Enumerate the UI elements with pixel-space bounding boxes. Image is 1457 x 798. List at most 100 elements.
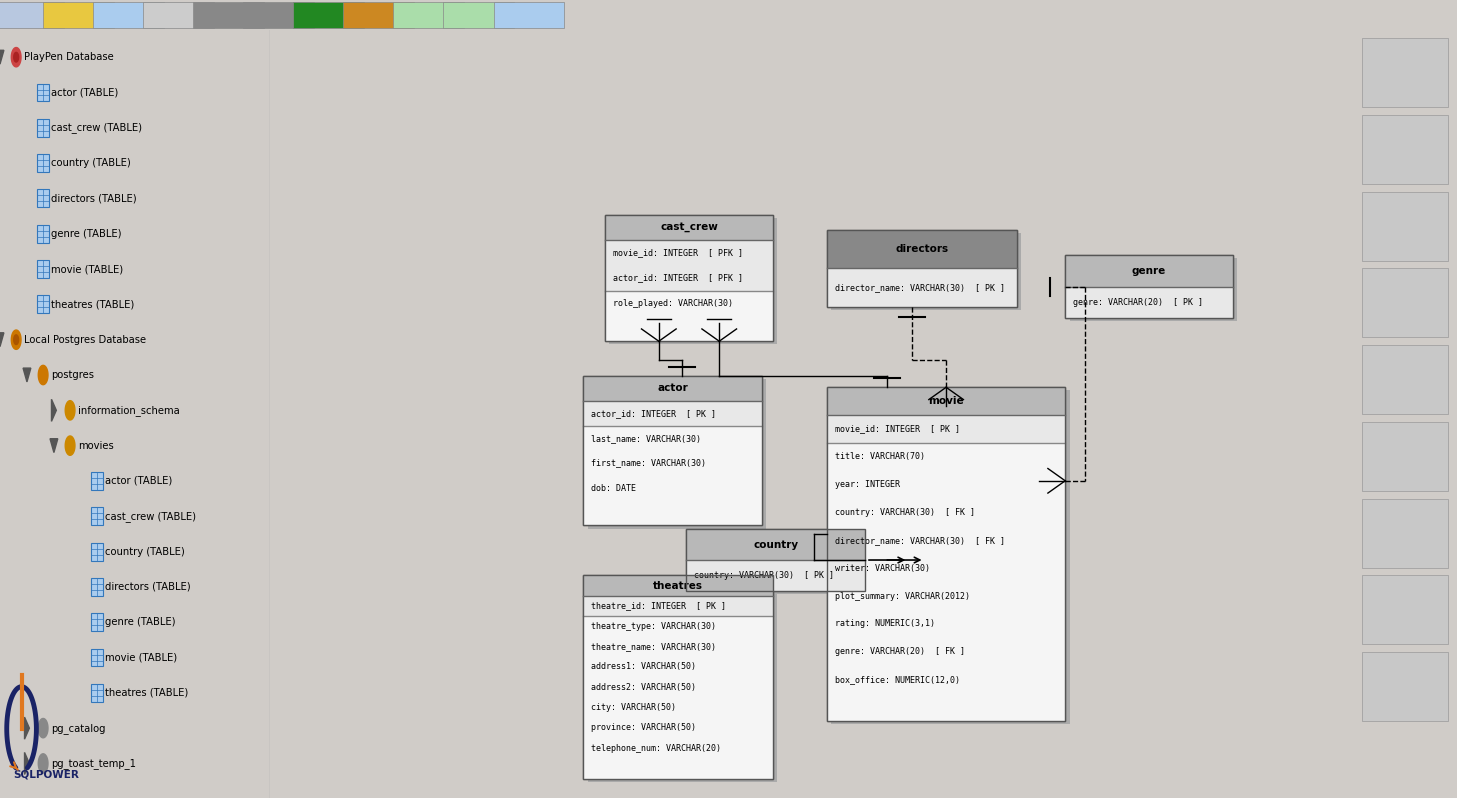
Text: movie (TABLE): movie (TABLE) [51,264,122,274]
Polygon shape [13,53,19,62]
FancyBboxPatch shape [44,2,114,28]
Polygon shape [38,754,48,773]
Text: movies: movies [77,440,114,451]
Polygon shape [66,401,74,420]
FancyBboxPatch shape [587,579,777,782]
FancyBboxPatch shape [583,426,762,525]
FancyBboxPatch shape [583,575,772,779]
FancyBboxPatch shape [1065,286,1233,318]
FancyBboxPatch shape [605,291,772,342]
FancyBboxPatch shape [494,2,564,28]
Text: PlayPen Database: PlayPen Database [23,52,114,62]
Text: actor_id: INTEGER  [ PK ]: actor_id: INTEGER [ PK ] [592,409,715,417]
FancyBboxPatch shape [194,2,264,28]
Polygon shape [25,717,29,739]
Text: directors (TABLE): directors (TABLE) [51,193,137,203]
Text: country: VARCHAR(30)  [ PK ]: country: VARCHAR(30) [ PK ] [694,571,833,580]
FancyBboxPatch shape [686,529,865,591]
Text: cast_crew (TABLE): cast_crew (TABLE) [105,511,195,522]
FancyBboxPatch shape [828,387,1065,721]
FancyBboxPatch shape [583,401,762,425]
Text: genre: VARCHAR(20)  [ FK ]: genre: VARCHAR(20) [ FK ] [835,647,965,656]
Text: movie_id: INTEGER  [ PFK ]: movie_id: INTEGER [ PFK ] [613,248,743,257]
Text: movie_id: INTEGER  [ PK ]: movie_id: INTEGER [ PK ] [835,425,960,433]
Text: director_name: VARCHAR(30)  [ PK ]: director_name: VARCHAR(30) [ PK ] [835,283,1005,292]
Text: genre: genre [1132,266,1166,276]
FancyBboxPatch shape [38,119,50,136]
FancyBboxPatch shape [583,596,772,616]
Text: writer: VARCHAR(30): writer: VARCHAR(30) [835,563,930,573]
Polygon shape [50,439,58,452]
Text: dob: DATE: dob: DATE [592,484,637,492]
FancyBboxPatch shape [828,444,1065,721]
Polygon shape [23,368,31,382]
FancyBboxPatch shape [1069,259,1237,322]
FancyBboxPatch shape [38,225,50,243]
Text: rating: NUMERIC(3,1): rating: NUMERIC(3,1) [835,619,934,628]
Polygon shape [38,718,48,738]
Polygon shape [0,333,4,346]
FancyBboxPatch shape [686,529,865,560]
Text: genre (TABLE): genre (TABLE) [51,229,121,239]
Text: cast_crew: cast_crew [660,222,718,232]
FancyBboxPatch shape [92,613,103,631]
FancyBboxPatch shape [243,2,313,28]
Text: postgres: postgres [51,370,93,380]
FancyBboxPatch shape [1361,38,1448,107]
FancyBboxPatch shape [1065,255,1233,318]
FancyBboxPatch shape [393,2,463,28]
Polygon shape [0,50,4,64]
FancyBboxPatch shape [583,376,762,401]
Text: theatre_id: INTEGER  [ PK ]: theatre_id: INTEGER [ PK ] [592,602,726,610]
FancyBboxPatch shape [832,390,1069,725]
Text: Local Postgres Database: Local Postgres Database [23,334,146,345]
FancyBboxPatch shape [92,578,103,596]
Text: theatre_name: VARCHAR(30): theatre_name: VARCHAR(30) [592,642,715,651]
Text: title: VARCHAR(70): title: VARCHAR(70) [835,452,925,461]
Text: country: VARCHAR(30)  [ FK ]: country: VARCHAR(30) [ FK ] [835,508,975,517]
Text: actor (TABLE): actor (TABLE) [51,88,118,97]
Text: pg_catalog: pg_catalog [51,723,105,733]
Text: country: country [753,539,798,550]
FancyBboxPatch shape [92,472,103,490]
FancyBboxPatch shape [92,508,103,525]
Polygon shape [38,365,48,385]
Text: movie (TABLE): movie (TABLE) [105,653,176,662]
FancyBboxPatch shape [1361,115,1448,184]
Text: box_office: NUMERIC(12,0): box_office: NUMERIC(12,0) [835,675,960,684]
FancyBboxPatch shape [1361,499,1448,567]
Text: theatre_type: VARCHAR(30): theatre_type: VARCHAR(30) [592,622,715,630]
Text: genre: VARCHAR(20)  [ PK ]: genre: VARCHAR(20) [ PK ] [1072,298,1203,307]
FancyBboxPatch shape [583,617,772,779]
FancyBboxPatch shape [1361,422,1448,491]
FancyBboxPatch shape [1361,652,1448,721]
FancyBboxPatch shape [1361,268,1448,338]
Polygon shape [13,335,19,345]
FancyBboxPatch shape [583,575,772,596]
FancyBboxPatch shape [1361,345,1448,414]
Polygon shape [66,436,74,456]
FancyBboxPatch shape [143,2,214,28]
FancyBboxPatch shape [832,233,1021,310]
Text: director_name: VARCHAR(30)  [ FK ]: director_name: VARCHAR(30) [ FK ] [835,535,1005,545]
FancyBboxPatch shape [691,532,870,594]
Text: actor (TABLE): actor (TABLE) [105,476,172,486]
FancyBboxPatch shape [38,295,50,314]
Text: directors: directors [895,244,949,254]
Text: telephone_num: VARCHAR(20): telephone_num: VARCHAR(20) [592,744,721,753]
Polygon shape [12,48,20,67]
Text: cast_crew (TABLE): cast_crew (TABLE) [51,122,141,133]
FancyBboxPatch shape [38,154,50,172]
Text: country (TABLE): country (TABLE) [51,158,131,168]
FancyBboxPatch shape [1361,575,1448,645]
Text: city: VARCHAR(50): city: VARCHAR(50) [592,703,676,712]
Text: pg_toast_temp_1: pg_toast_temp_1 [51,758,136,769]
FancyBboxPatch shape [293,2,364,28]
FancyBboxPatch shape [0,2,64,28]
FancyBboxPatch shape [38,84,50,101]
FancyBboxPatch shape [583,376,762,525]
Text: address1: VARCHAR(50): address1: VARCHAR(50) [592,662,696,671]
Text: address2: VARCHAR(50): address2: VARCHAR(50) [592,683,696,692]
FancyBboxPatch shape [92,649,103,666]
FancyBboxPatch shape [587,379,766,528]
